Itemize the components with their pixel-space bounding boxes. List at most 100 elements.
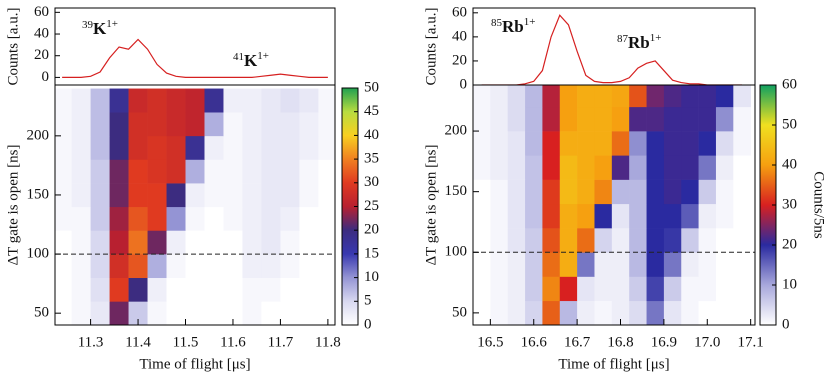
heatmap-cell bbox=[318, 230, 335, 255]
heatmap-cell bbox=[715, 300, 734, 325]
colorbar-tick-label: 30 bbox=[364, 174, 379, 190]
heatmap-cell bbox=[698, 252, 717, 277]
colorbar-tick-label: 0 bbox=[782, 316, 790, 332]
heatmap-cell bbox=[261, 112, 281, 137]
heatmap-cell bbox=[663, 179, 682, 205]
heatmap-cell bbox=[109, 135, 129, 160]
y-axis-label: Counts [a.u.] bbox=[423, 8, 439, 86]
heatmap-cell bbox=[559, 276, 578, 302]
heatmap-cell bbox=[646, 252, 665, 277]
heatmap-cell bbox=[525, 179, 543, 205]
heatmap-cell bbox=[542, 106, 561, 132]
heatmap-cell bbox=[55, 206, 72, 231]
y-tick-label: 0 bbox=[460, 76, 468, 92]
heatmap-cell bbox=[507, 300, 526, 325]
heatmap-cell bbox=[55, 88, 72, 113]
heatmap-cell bbox=[594, 276, 613, 302]
heatmap-cell bbox=[185, 301, 205, 325]
x-axis-label: Time of flight [μs] bbox=[558, 356, 669, 372]
heatmap-cell bbox=[242, 112, 262, 137]
y-axis-label: ΔT gate is open [ns] bbox=[423, 144, 439, 265]
heatmap-cell bbox=[147, 135, 167, 160]
heatmap-cell bbox=[490, 276, 509, 302]
x-tick-label: 17.1 bbox=[738, 334, 764, 350]
heatmap-cell bbox=[542, 131, 561, 156]
heatmap-cell bbox=[261, 183, 281, 208]
heatmap-cell bbox=[663, 131, 682, 156]
heatmap-cell bbox=[242, 301, 262, 325]
heatmap-cell bbox=[318, 301, 335, 325]
heatmap-cell bbox=[204, 230, 224, 255]
heatmap-cell bbox=[166, 183, 186, 208]
heatmap-cell bbox=[646, 300, 665, 325]
heatmap-cell bbox=[55, 301, 72, 325]
heatmap-cell bbox=[507, 131, 526, 156]
heatmap-cell bbox=[542, 203, 561, 229]
heatmap-cells bbox=[55, 88, 335, 325]
colorbar-tick-label: 10 bbox=[364, 269, 379, 285]
heatmap-cell bbox=[611, 276, 630, 302]
heatmap-cell bbox=[681, 228, 699, 253]
heatmap-cell bbox=[166, 206, 186, 231]
heatmap-cell bbox=[223, 112, 243, 137]
heatmap-cell bbox=[55, 230, 72, 255]
heatmap-cell bbox=[223, 254, 243, 279]
heatmap-cell bbox=[629, 85, 647, 108]
heatmap-cell bbox=[55, 277, 72, 302]
heatmap-cell bbox=[577, 228, 595, 253]
plot-frame bbox=[54, 84, 336, 326]
heatmap-cell bbox=[698, 179, 717, 205]
heatmap-cell bbox=[473, 252, 491, 277]
colorbar-tick-label: 50 bbox=[364, 79, 379, 95]
heatmap-cell bbox=[681, 203, 699, 229]
heatmap-cell bbox=[559, 131, 578, 156]
colorbar-tick-label: 25 bbox=[364, 198, 379, 214]
heatmap-cell bbox=[507, 106, 526, 132]
heatmap-cell bbox=[280, 112, 300, 137]
heatmap-cell bbox=[681, 106, 699, 132]
heatmap-cell bbox=[71, 135, 91, 160]
heatmap-cell bbox=[507, 228, 526, 253]
heatmap-cell bbox=[90, 230, 110, 255]
heatmap-cell bbox=[299, 183, 319, 208]
y-tick-label: 150 bbox=[445, 183, 468, 199]
heatmap-cell bbox=[577, 106, 595, 132]
heatmap-cell bbox=[698, 300, 717, 325]
heatmap-cell bbox=[166, 301, 186, 325]
heatmap-cell bbox=[147, 206, 167, 231]
annotation: 39K1+ bbox=[82, 18, 118, 38]
heatmap-cell bbox=[646, 131, 665, 156]
heatmap-cell bbox=[242, 206, 262, 231]
heatmap-cell bbox=[698, 155, 717, 180]
heatmap-cell bbox=[611, 300, 630, 325]
y-tick-label: 40 bbox=[34, 25, 49, 41]
heatmap-cell bbox=[629, 106, 647, 132]
colorbar-tick-label: 0 bbox=[364, 316, 372, 332]
heatmap-cell bbox=[223, 135, 243, 160]
heatmap-cell bbox=[90, 183, 110, 208]
heatmap-cell bbox=[185, 254, 205, 279]
heatmap-cell bbox=[594, 131, 613, 156]
heatmap-cell bbox=[507, 85, 526, 108]
heatmap-cell bbox=[559, 300, 578, 325]
heatmap-cell bbox=[242, 183, 262, 208]
heatmap-cell bbox=[128, 301, 148, 325]
heatmap-cell bbox=[715, 131, 734, 156]
colorbar-tick-label: 60 bbox=[782, 76, 797, 92]
heatmap-cell bbox=[223, 301, 243, 325]
heatmap-cell bbox=[473, 203, 491, 229]
heatmap-cell bbox=[715, 228, 734, 253]
heatmap-cell bbox=[525, 276, 543, 302]
heatmap-cell bbox=[90, 277, 110, 302]
heatmap-cell bbox=[55, 112, 72, 137]
heatmap-cell bbox=[698, 106, 717, 132]
y-tick-label: 200 bbox=[445, 122, 468, 138]
colorbar-label: Counts/5ns bbox=[811, 171, 827, 239]
heatmap-cell bbox=[577, 300, 595, 325]
heatmap-cell bbox=[90, 159, 110, 184]
heatmap-cell bbox=[733, 252, 751, 277]
heatmap-cell bbox=[559, 106, 578, 132]
heatmap-cell bbox=[109, 159, 129, 184]
heatmap-cell bbox=[681, 155, 699, 180]
heatmap-cell bbox=[577, 252, 595, 277]
